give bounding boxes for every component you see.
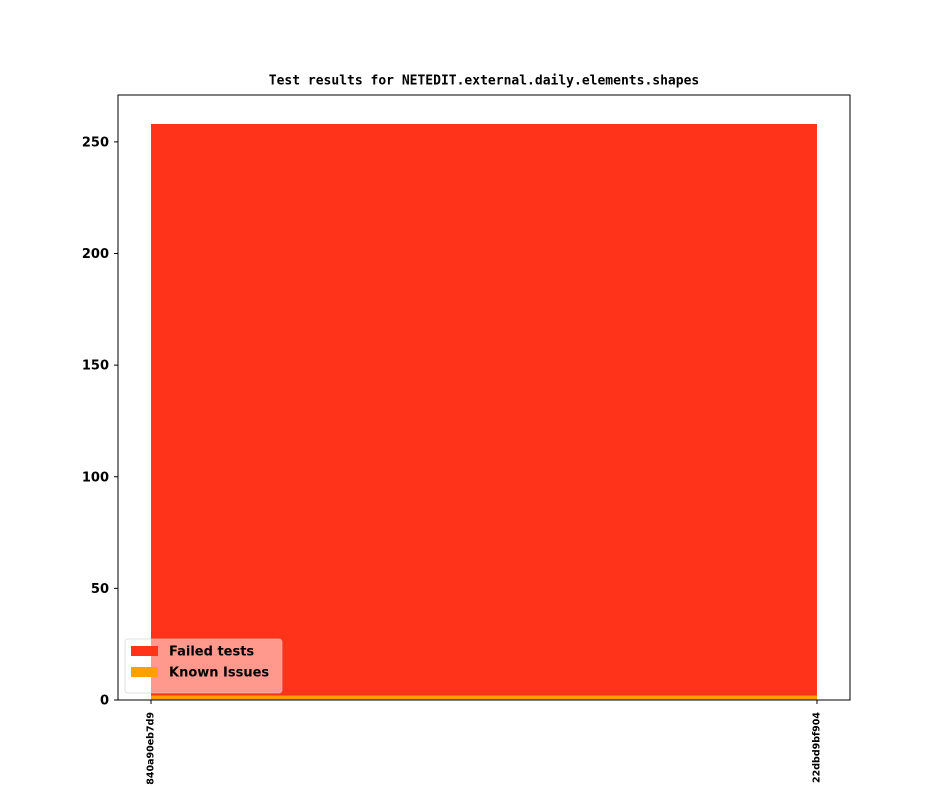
y-tick-label: 50	[91, 582, 109, 597]
y-tick-label: 200	[82, 247, 109, 262]
y-tick-label: 100	[82, 470, 109, 485]
y-tick-label: 250	[82, 135, 109, 150]
y-tick-label: 150	[82, 359, 109, 374]
legend-swatch	[131, 667, 158, 677]
legend-label: Known Issues	[169, 666, 269, 681]
y-tick-label: 0	[100, 694, 109, 709]
legend-label: Failed tests	[169, 645, 254, 660]
plot-frame	[117, 94, 851, 701]
x-tick-label: 840a90eb7d9	[146, 712, 157, 785]
legend-box	[124, 638, 283, 694]
area	[151, 124, 817, 696]
chart-title: Test results for NETEDIT.external.daily.…	[269, 74, 699, 89]
area	[151, 695, 817, 700]
x-tick-label: 22dbd9bf904	[812, 712, 823, 783]
legend-swatch	[131, 646, 158, 656]
